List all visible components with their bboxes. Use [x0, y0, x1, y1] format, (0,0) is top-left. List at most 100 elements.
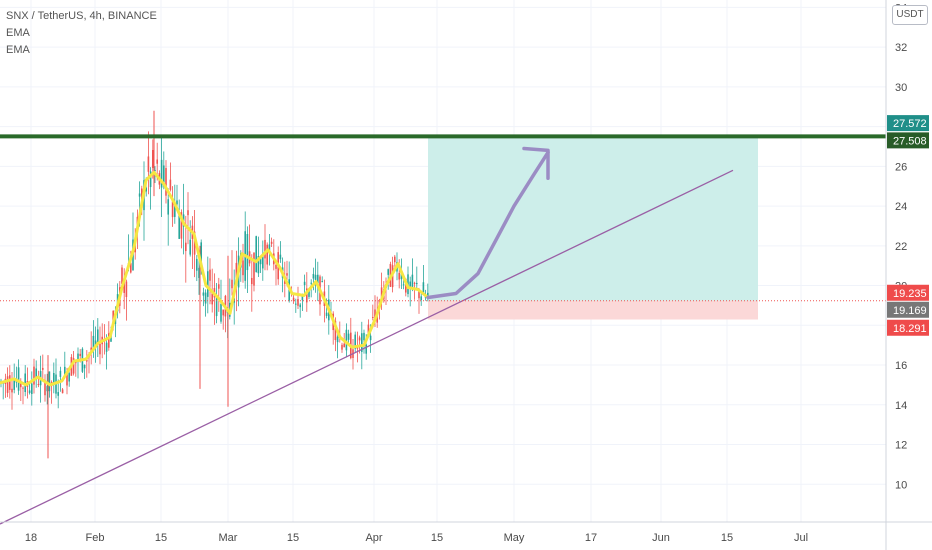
x-tick-label: 18 — [25, 532, 37, 544]
candle-body — [422, 282, 425, 294]
candle-body — [347, 333, 350, 340]
candle-body — [365, 344, 367, 354]
candle-body — [68, 373, 70, 382]
candle-body — [367, 324, 370, 333]
candle-body — [57, 392, 59, 396]
candle-body — [185, 242, 187, 252]
candle-body — [28, 390, 31, 393]
x-tick-label: 15 — [287, 532, 299, 544]
x-tick-label: Jul — [794, 532, 808, 544]
candle-body — [156, 159, 158, 164]
candle-body — [325, 312, 328, 316]
candle-body — [176, 200, 178, 205]
candle-body — [416, 282, 418, 285]
candle-body — [211, 293, 213, 305]
candle-body — [138, 193, 141, 197]
candle-body — [268, 244, 271, 252]
price-tag — [887, 115, 929, 132]
x-tick-label: Apr — [365, 532, 382, 544]
candle-body — [163, 165, 165, 187]
candle-body — [77, 353, 79, 362]
candle-body — [354, 334, 356, 349]
price-tag — [887, 319, 929, 336]
candle-body — [59, 370, 62, 377]
candle-body — [13, 380, 15, 390]
y-tick-label: 32 — [895, 42, 907, 54]
candle-body — [46, 386, 48, 392]
target-zone — [428, 136, 758, 301]
candle-body — [79, 353, 81, 357]
candle-body — [180, 212, 183, 239]
candle-body — [130, 263, 132, 273]
candle-body — [17, 367, 20, 391]
candle-body — [86, 359, 88, 362]
ema-indicator-1[interactable]: EMA — [6, 27, 30, 39]
candle-body — [358, 337, 361, 341]
y-tick-label: 24 — [895, 201, 907, 213]
candle-body — [374, 309, 376, 320]
candle-body — [35, 368, 37, 380]
candle-body — [154, 170, 156, 172]
candle-body — [303, 281, 306, 286]
candle-body — [31, 383, 33, 395]
candle-body — [255, 236, 257, 272]
candle-body — [24, 373, 26, 392]
price-tag — [887, 284, 929, 301]
candle-body — [336, 336, 339, 343]
candle-body — [22, 387, 24, 389]
candle-body — [275, 264, 277, 269]
candle-body — [246, 234, 249, 271]
currency-unit-button[interactable]: USDT — [892, 5, 928, 25]
candle-body — [33, 366, 35, 385]
candle-body — [207, 271, 209, 297]
candle-body — [295, 303, 297, 305]
candle-body — [66, 372, 68, 386]
candle-body — [292, 297, 295, 301]
candle-body — [218, 284, 220, 289]
x-tick-label: May — [504, 532, 525, 544]
y-tick-label: 22 — [895, 241, 907, 253]
y-tick-label: 30 — [895, 82, 907, 94]
price-tag-value: 27.508 — [893, 135, 927, 147]
candle-body — [165, 168, 167, 196]
chart-series — [0, 146, 550, 387]
candle-body — [209, 269, 211, 281]
candle-body — [160, 159, 163, 188]
candle-body — [167, 199, 169, 215]
candle-body — [94, 340, 97, 347]
candle-body — [363, 332, 365, 341]
candle-body — [149, 171, 152, 188]
candle-body — [121, 267, 123, 285]
candle-body — [37, 383, 40, 385]
candle-body — [308, 290, 310, 297]
candle-body — [420, 296, 422, 300]
candle-body — [6, 376, 9, 393]
candle-body — [345, 329, 348, 351]
y-tick-label: 10 — [895, 479, 907, 491]
candle-body — [270, 241, 273, 244]
chart-legend: SNX / TetherUS, 4h, BINANCE EMA EMA — [6, 8, 157, 59]
price-tag-value: 19.235 — [893, 288, 927, 300]
candle-body — [112, 310, 114, 324]
price-tag — [887, 301, 929, 318]
x-tick-label: 15 — [155, 532, 167, 544]
y-tick-label: 26 — [895, 161, 907, 173]
candle-body — [64, 366, 66, 376]
chart-lines — [0, 134, 886, 525]
candle-body — [125, 281, 128, 298]
candle-body — [231, 279, 233, 289]
candle-body — [72, 358, 75, 374]
candle-body — [202, 292, 205, 296]
ema-indicator-2[interactable]: EMA — [6, 44, 30, 56]
y-tick-label: 12 — [895, 440, 907, 452]
projection-arrow-head — [522, 146, 550, 181]
candle-body — [222, 309, 224, 316]
candle-body — [171, 201, 174, 218]
symbol-title[interactable]: SNX / TetherUS, 4h, BINANCE — [6, 10, 157, 22]
candle-body — [169, 179, 172, 190]
candle-body — [334, 320, 337, 341]
candle-body — [187, 210, 189, 216]
candle-body — [92, 335, 95, 351]
candle-body — [200, 242, 202, 264]
